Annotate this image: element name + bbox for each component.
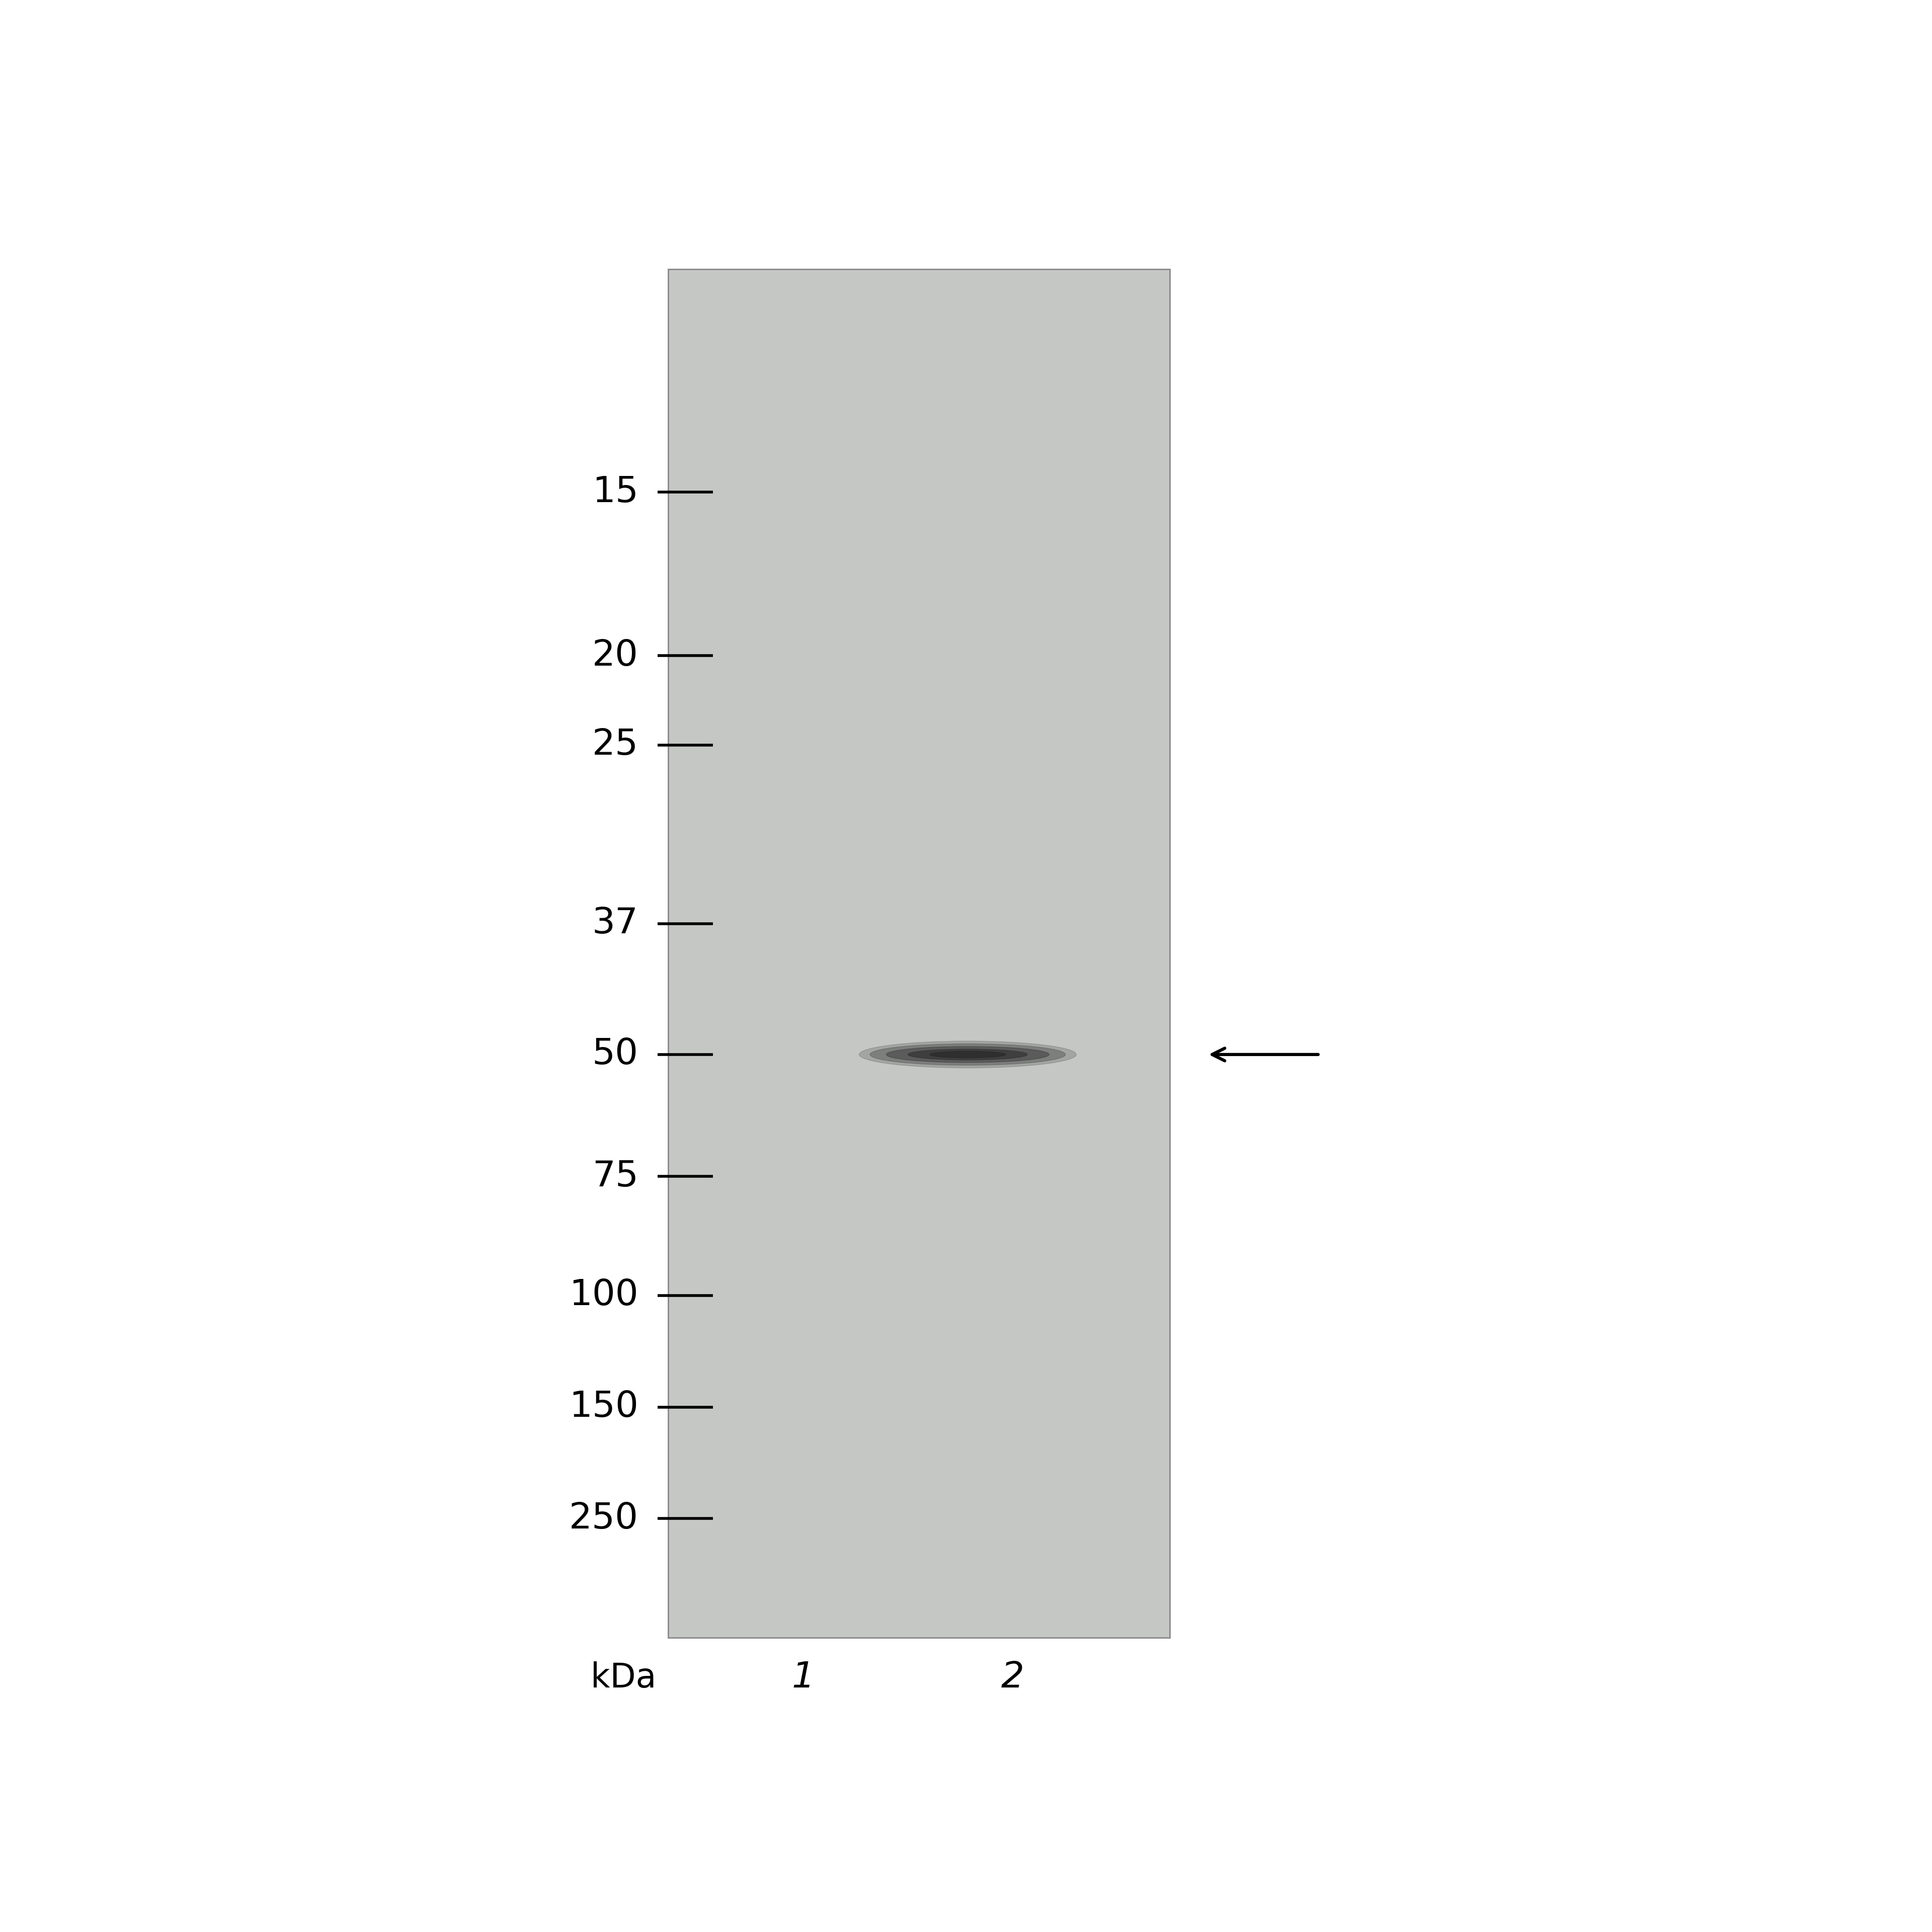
Text: 1: 1 — [792, 1660, 815, 1694]
Text: 75: 75 — [591, 1159, 638, 1194]
Text: 50: 50 — [591, 1037, 638, 1072]
Bar — [668, 269, 1169, 1638]
Text: 15: 15 — [591, 475, 638, 510]
Text: kDa: kDa — [591, 1662, 657, 1694]
Text: 37: 37 — [591, 906, 638, 941]
Text: 250: 250 — [568, 1501, 638, 1536]
Ellipse shape — [929, 1051, 1007, 1059]
Ellipse shape — [860, 1041, 1076, 1068]
Ellipse shape — [869, 1043, 1065, 1065]
Ellipse shape — [908, 1049, 1028, 1061]
Text: 2: 2 — [1001, 1660, 1024, 1694]
Text: 20: 20 — [591, 638, 638, 672]
Text: 150: 150 — [568, 1389, 638, 1424]
Text: 25: 25 — [591, 728, 638, 763]
Ellipse shape — [887, 1047, 1049, 1063]
Text: 100: 100 — [570, 1279, 638, 1314]
